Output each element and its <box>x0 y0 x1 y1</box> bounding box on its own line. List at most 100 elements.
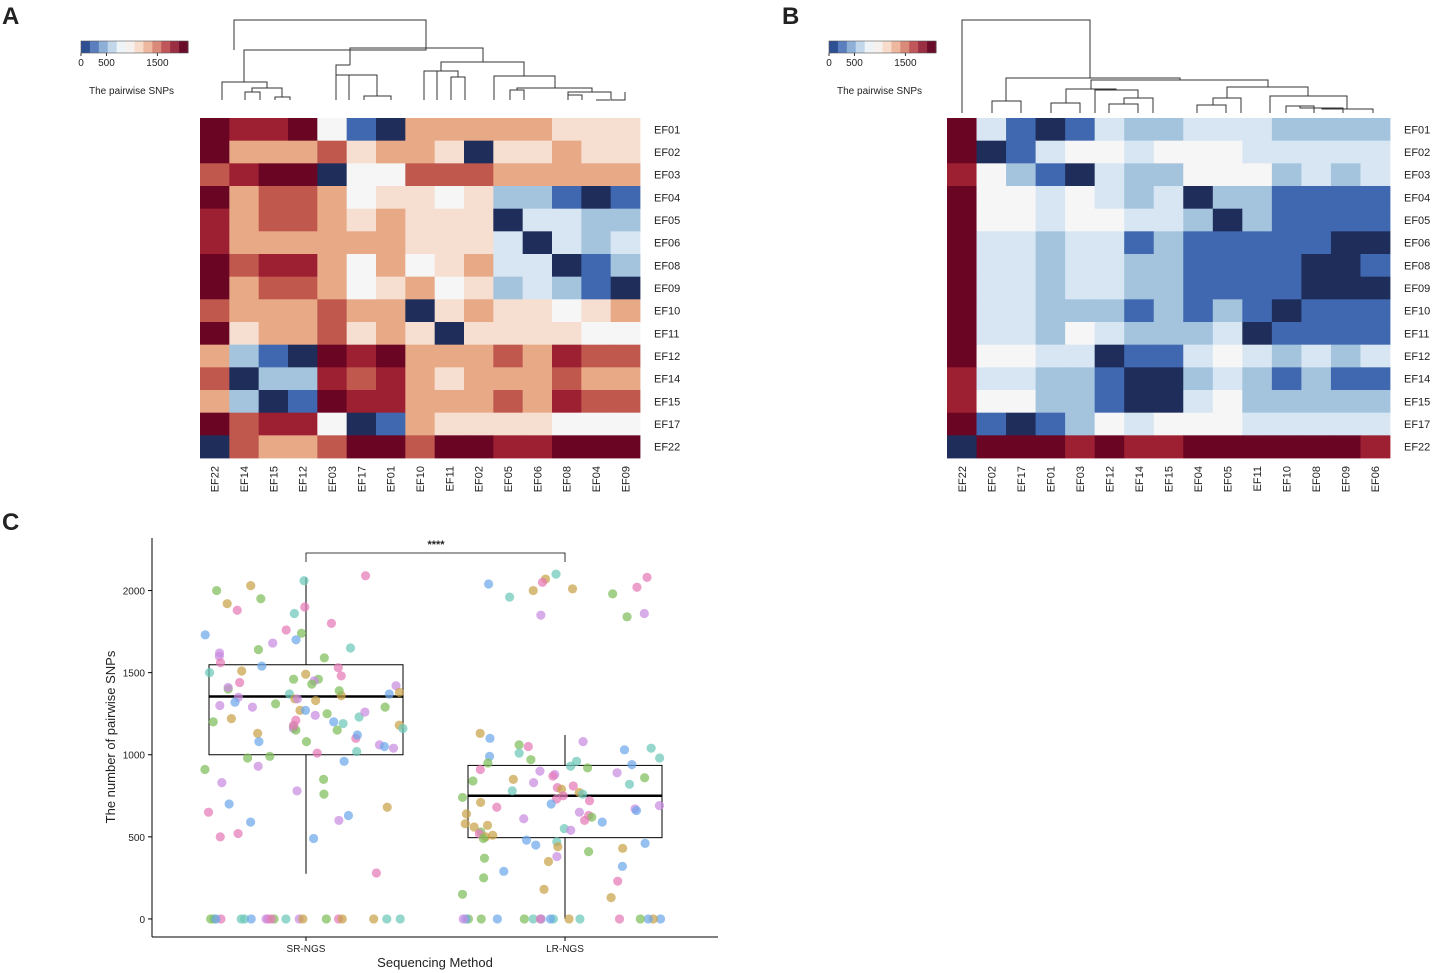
heatmap-a-cell <box>346 254 377 278</box>
c-point <box>329 717 339 727</box>
c-point <box>624 779 635 789</box>
c-point <box>574 807 584 817</box>
heatmap-b-cell <box>1124 435 1155 459</box>
heatmap-b-cell <box>1301 118 1332 142</box>
heatmap-a-cell <box>200 435 230 459</box>
c-point <box>646 743 656 753</box>
heatmap-a-cell <box>464 344 494 368</box>
c-point <box>535 766 545 776</box>
heatmap-b-cell <box>1153 322 1184 346</box>
colorbar-b-swatch <box>882 41 892 53</box>
heatmap-b-cell <box>947 390 977 414</box>
heatmap-a-cell <box>581 254 612 278</box>
heatmap-a-col-label: EF05 <box>503 466 515 492</box>
c-point <box>299 576 309 586</box>
c-point <box>578 737 588 747</box>
heatmap-a-cell <box>258 254 289 278</box>
heatmap-b-cell <box>1006 390 1036 414</box>
heatmap-b-row-label: EF11 <box>1404 328 1429 340</box>
heatmap-a-cell <box>493 276 524 300</box>
heatmap-b-cell <box>1183 390 1214 414</box>
heatmap-b-cell <box>1301 322 1332 346</box>
heatmap-b-cell <box>1035 435 1066 459</box>
heatmap-a-cell <box>493 435 524 459</box>
c-point <box>232 605 242 615</box>
heatmap-a-cell <box>376 254 406 278</box>
heatmap-a-cell <box>610 163 641 187</box>
c-point <box>337 914 347 924</box>
heatmap-a-row-label: EF08 <box>654 260 680 272</box>
heatmap-b-cell <box>947 412 977 436</box>
heatmap-b-cell <box>947 118 977 142</box>
heatmap-b-cell <box>1301 140 1332 164</box>
heatmap-a-cell <box>376 322 406 346</box>
c-point <box>289 674 299 684</box>
heatmap-b: EF01 EF02 EF03 EF04 EF05 EF06 EF08 EF09 EF10 EF11… <box>947 118 1430 492</box>
heatmap-b-cell <box>1094 140 1125 164</box>
c-point <box>622 612 632 622</box>
heatmap-b-cell <box>1094 322 1125 346</box>
heatmap-b-cell <box>1094 390 1125 414</box>
heatmap-b-row-label: EF03 <box>1404 170 1430 182</box>
c-point <box>253 728 263 738</box>
c-point <box>587 812 597 822</box>
heatmap-b-cell <box>1094 412 1125 436</box>
heatmap-b-col-label: EF10 <box>1282 466 1294 492</box>
heatmap-b-cell <box>947 231 977 255</box>
heatmap-b-row-label: EF22 <box>1404 442 1430 454</box>
c-point <box>457 792 468 803</box>
heatmap-b-col-label: EF02 <box>986 466 998 492</box>
heatmap-a-cell <box>493 163 524 187</box>
heatmap-b-col-label: EF09 <box>1341 466 1353 492</box>
heatmap-b-cell <box>1124 390 1155 414</box>
heatmap-b-cell <box>1360 367 1391 391</box>
heatmap-a-row-label: EF01 <box>654 124 680 136</box>
c-point <box>211 914 221 924</box>
c-point <box>203 807 214 817</box>
colorbar-b-swatch <box>846 41 857 53</box>
heatmap-a-col-label: EF09 <box>620 466 632 492</box>
heatmap-a-row-label: EF10 <box>654 306 680 318</box>
heatmap-b-cell <box>1330 186 1361 210</box>
c-point <box>217 778 227 788</box>
heatmap-b-cell <box>1301 231 1332 255</box>
dendrogram-b <box>961 19 1374 113</box>
c-point <box>627 759 637 770</box>
heatmap-b-cell <box>1065 118 1096 142</box>
heatmap-a-cell <box>434 231 465 255</box>
heatmap-b-cell <box>1035 231 1066 255</box>
c-point <box>460 819 470 829</box>
heatmap-b-cell <box>1360 208 1391 232</box>
heatmap-a-cell <box>258 412 289 436</box>
c-point <box>256 594 266 604</box>
c-point <box>606 892 616 903</box>
colorbar-a-swatch <box>107 41 118 53</box>
c-point <box>507 786 517 796</box>
heatmap-a-row-label: EF09 <box>654 283 680 295</box>
heatmap-b-col-label: EF11 <box>1252 466 1264 491</box>
heatmap-b-cell <box>1153 344 1184 368</box>
heatmap-a-cell <box>610 367 641 391</box>
heatmap-b-cell <box>1065 276 1096 300</box>
heatmap-a-cell <box>229 140 260 164</box>
heatmap-b-cell <box>1242 118 1273 142</box>
heatmap-a-cell <box>317 140 348 164</box>
colorbar-b-swatch <box>918 41 928 53</box>
heatmap-b-row-label: EF15 <box>1404 396 1430 408</box>
c-significance: **** <box>427 539 445 551</box>
heatmap-b-cell <box>1330 140 1361 164</box>
heatmap-a-cell <box>229 186 260 210</box>
heatmap-a-cell <box>258 322 289 346</box>
c-point <box>319 653 329 663</box>
c-point <box>237 666 247 676</box>
heatmap-b-cell <box>1094 435 1125 459</box>
heatmap-b-cell <box>1035 118 1066 142</box>
heatmap-a-cell <box>610 186 641 210</box>
heatmap-b-cell <box>1153 118 1184 142</box>
c-point <box>226 714 236 724</box>
heatmap-b-cell <box>1271 163 1302 187</box>
colorbar-b-swatch <box>837 41 848 53</box>
heatmap-b-cell <box>1124 140 1155 164</box>
heatmap-a-cell <box>346 163 377 187</box>
heatmap-a-col-label: EF17 <box>356 466 368 492</box>
